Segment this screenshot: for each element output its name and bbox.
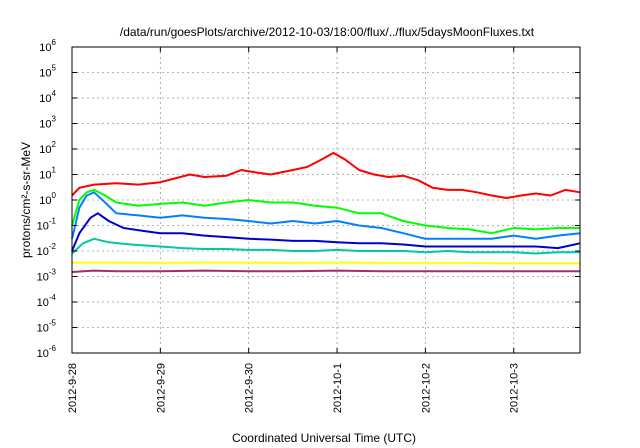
y-tick-label: 100 bbox=[39, 191, 56, 207]
y-tick-label: 10-5 bbox=[37, 319, 57, 335]
y-tick-label: 103 bbox=[39, 115, 56, 131]
y-tick-label: 105 bbox=[39, 64, 56, 80]
x-axis-label: Coordinated Universal Time (UTC) bbox=[232, 431, 416, 445]
series-line bbox=[71, 151, 581, 199]
y-tick-labels: 10-6 10-5 10-4 10-3 10-2 10-1 100 101 102 103 104 1… bbox=[37, 38, 57, 360]
x-tick-label: 2012-9-28 bbox=[67, 363, 79, 413]
y-tick-label: 104 bbox=[39, 89, 56, 105]
series-line bbox=[71, 212, 581, 252]
x-tick-labels: 2012-9-28 2012-9-29 2012-9-30 2012-10-1 2012… bbox=[67, 363, 521, 413]
series-line bbox=[71, 191, 581, 240]
y-tick-label: 10-3 bbox=[37, 268, 57, 284]
x-tick-label: 2012-10-1 bbox=[332, 363, 344, 413]
y-tick-label: 102 bbox=[39, 140, 56, 156]
y-tick-label: 106 bbox=[39, 38, 56, 54]
y-tick-label: 10-1 bbox=[37, 217, 57, 233]
y-tick-label: 101 bbox=[39, 166, 56, 182]
x-tick-label: 2012-9-29 bbox=[155, 363, 167, 413]
y-axis-label: protons/cm²-s-sr-MeV bbox=[19, 142, 33, 258]
y-tick-label: 10-4 bbox=[37, 293, 57, 309]
series-line bbox=[72, 261, 580, 265]
series-line bbox=[71, 269, 580, 273]
series-line bbox=[71, 237, 580, 255]
x-tick-label: 2012-10-3 bbox=[509, 363, 521, 413]
series-line bbox=[71, 188, 580, 235]
chart-title: /data/run/goesPlots/archive/2012-10-03/1… bbox=[120, 25, 535, 39]
series-group bbox=[71, 151, 581, 273]
ticks bbox=[71, 46, 580, 354]
y-tick-label: 10-2 bbox=[37, 242, 57, 258]
grid bbox=[72, 47, 580, 353]
x-tick-label: 2012-9-30 bbox=[244, 363, 256, 413]
y-tick-label: 10-6 bbox=[37, 344, 57, 360]
x-tick-label: 2012-10-2 bbox=[420, 363, 432, 413]
